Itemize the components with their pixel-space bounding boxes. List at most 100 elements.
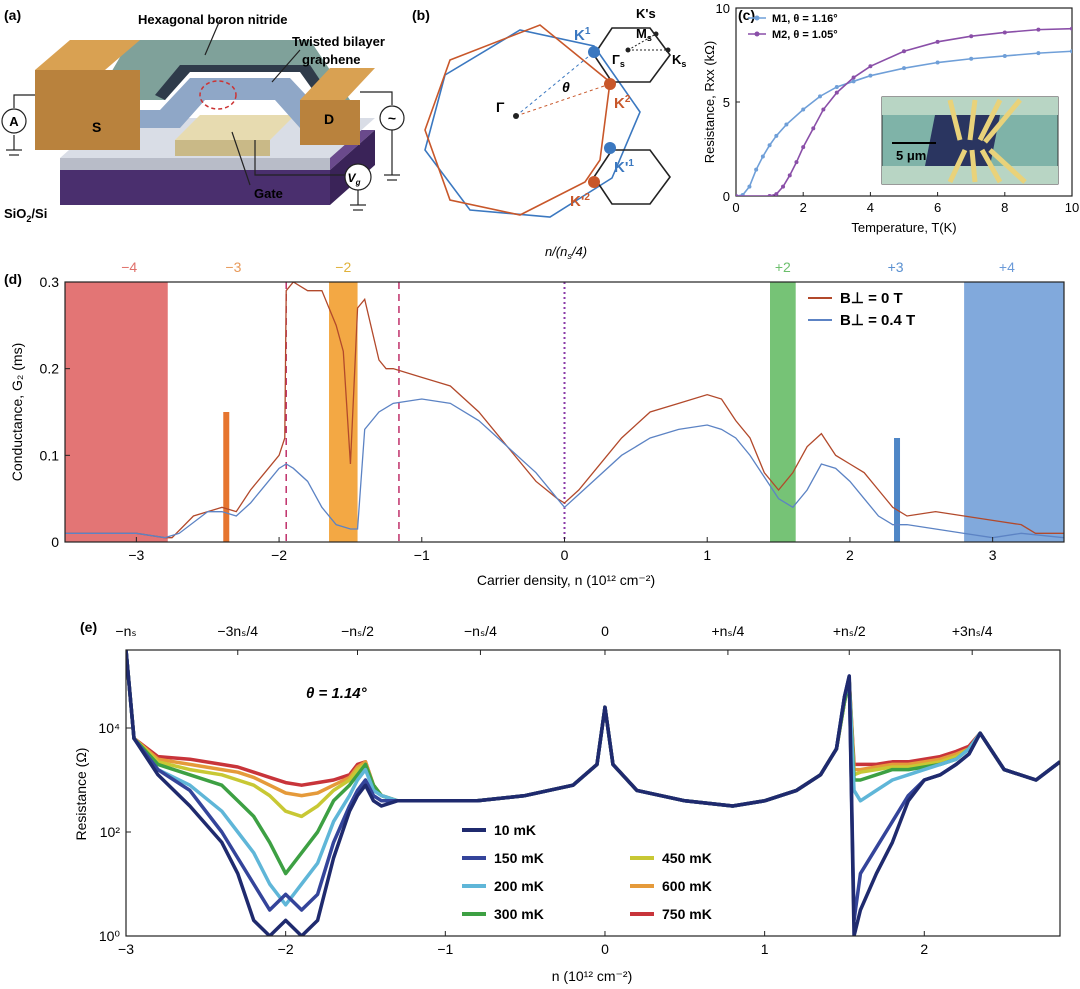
e-legend-label: 200 mK bbox=[494, 878, 544, 894]
ammeter-label: A bbox=[9, 114, 19, 129]
c-data-point bbox=[794, 160, 799, 165]
e-top-tick-label: −nₛ/2 bbox=[341, 623, 374, 639]
inset-band-bottom bbox=[882, 166, 1058, 184]
plot-c-ylabel: Resistance, Rxx (kΩ) bbox=[702, 41, 717, 163]
d-legend-label: B⊥ = 0.4 T bbox=[840, 312, 915, 329]
gate-voltage-symbol: Vg bbox=[344, 163, 372, 191]
e-xtick-label: 0 bbox=[601, 941, 609, 957]
e-top-tick-label: −nₛ/4 bbox=[464, 623, 497, 639]
source-top bbox=[35, 40, 140, 70]
plot-c-series bbox=[736, 26, 1072, 196]
d-ytick-label: 0 bbox=[51, 534, 59, 550]
e-series-line-1 bbox=[126, 650, 1060, 936]
e-ytick-label: 10⁰ bbox=[99, 928, 121, 944]
e-top-tick-label: +nₛ/2 bbox=[833, 623, 866, 639]
d-ytick-label: 0.2 bbox=[40, 361, 60, 377]
brillouin-zone-layer-1 bbox=[424, 29, 641, 218]
c-data-point bbox=[868, 64, 873, 69]
d-marker-bar bbox=[894, 438, 901, 542]
d-xtick-label: 1 bbox=[703, 547, 711, 563]
ks-label: Ks bbox=[672, 52, 686, 69]
e-top-tick-label: −3nₛ/4 bbox=[217, 623, 258, 639]
c-data-point bbox=[787, 173, 792, 178]
panel-a-letter: (a) bbox=[4, 7, 21, 23]
brillouin-zone-layer-2 bbox=[424, 24, 611, 216]
k1-point bbox=[588, 46, 600, 58]
c-data-point bbox=[774, 133, 779, 138]
plot-d-series bbox=[65, 282, 1064, 539]
inset-electrodes bbox=[947, 98, 1027, 184]
c-data-point bbox=[801, 145, 806, 150]
plot-d-top-axis: −4 −3 −2 +2 +3 +4 bbox=[121, 259, 1015, 275]
oxide-front bbox=[60, 158, 330, 170]
drain-top bbox=[300, 68, 375, 100]
panel-d: (d) −3 −2 −1 0 1 2 3 0 0.1 0.2 0.3 −4 −3 −2 +2 +3 +4 n/… bbox=[4, 244, 1065, 588]
graphene-bilayer bbox=[155, 65, 330, 100]
c-xtick-label: 4 bbox=[867, 200, 874, 215]
c-data-point bbox=[774, 192, 779, 196]
c-xtick-label: 2 bbox=[800, 200, 807, 215]
plot-e-annotation: θ = 1.14° bbox=[306, 685, 368, 702]
plot-d-top-axis-label: n/(ns/4) bbox=[545, 244, 587, 261]
tbg-label-1: Twisted bilayer bbox=[292, 34, 385, 49]
kp1-label: K'1 bbox=[614, 158, 634, 176]
d-xtick-label: −1 bbox=[414, 547, 430, 563]
d-top-tick-label: +3 bbox=[888, 259, 904, 275]
e-xtick-label: 2 bbox=[920, 941, 928, 957]
d-top-tick-label: +2 bbox=[775, 259, 791, 275]
c-data-point bbox=[1036, 27, 1041, 32]
panel-b: (b) Γ θ K1 K2 K'1 K'2 K's Ms Γs Ks bbox=[412, 6, 686, 218]
d-series-line-1 bbox=[65, 282, 1064, 539]
plot-c-inset-micrograph: 5 μm bbox=[881, 96, 1059, 185]
e-top-tick-label: −nₛ bbox=[115, 623, 136, 639]
c-data-point bbox=[851, 79, 856, 84]
drain-label: D bbox=[324, 111, 334, 127]
k2-label: K2 bbox=[614, 94, 631, 112]
c-data-point bbox=[868, 73, 873, 78]
k2-point bbox=[604, 78, 616, 90]
d-marker-bar bbox=[223, 412, 230, 542]
c-ytick-label: 5 bbox=[723, 95, 730, 110]
tbg-label-2: graphene bbox=[302, 52, 361, 67]
ms-point bbox=[653, 31, 659, 37]
k1-label: K1 bbox=[574, 26, 591, 44]
e-top-tick-label: +3nₛ/4 bbox=[952, 623, 993, 639]
gamma-point bbox=[513, 113, 519, 119]
moire-zone-upper bbox=[593, 27, 671, 83]
c-data-point bbox=[1070, 49, 1072, 54]
inset-scale-label: 5 μm bbox=[896, 148, 926, 163]
e-legend-label: 750 mK bbox=[662, 906, 712, 922]
e-xtick-label: 1 bbox=[761, 941, 769, 957]
gamma-k2-line bbox=[515, 83, 611, 117]
plot-d-legend: B⊥ = 0 T B⊥ = 0.4 T bbox=[808, 290, 915, 329]
plot-e-top-axis: −nₛ −3nₛ/4 −nₛ/2 −nₛ/4 0 +nₛ/4 +nₛ/2 +3nₛ/4 bbox=[115, 623, 993, 655]
ac-source-symbol: ~ bbox=[379, 105, 405, 131]
source-label: S bbox=[92, 119, 101, 135]
panel-c: (c) 0 2 4 6 8 10 0 5 10 M1, θ = 1.16° M2, θ = 1.0… bbox=[702, 1, 1079, 235]
drain-contact bbox=[300, 100, 360, 145]
inset-band-top bbox=[882, 97, 1058, 115]
d-xtick-label: 0 bbox=[561, 547, 569, 563]
d-series-line-2 bbox=[65, 398, 1064, 539]
d-top-tick-label: +4 bbox=[999, 259, 1015, 275]
panel-c-letter: (c) bbox=[738, 7, 755, 23]
c-legend-marker bbox=[754, 15, 760, 21]
c-data-point bbox=[1002, 53, 1007, 58]
c-data-point bbox=[902, 49, 906, 54]
plot-e-series bbox=[126, 650, 1060, 936]
c-data-point bbox=[1070, 26, 1072, 31]
plot-c-xlabel: Temperature, T(K) bbox=[851, 220, 956, 235]
d-ytick-label: 0.3 bbox=[40, 274, 60, 290]
c-data-point bbox=[818, 94, 822, 99]
c-xtick-label: 8 bbox=[1001, 200, 1008, 215]
substrate-front bbox=[60, 170, 330, 205]
c-data-point bbox=[969, 34, 974, 39]
gate-top bbox=[175, 115, 295, 140]
e-top-tick-label: +nₛ/4 bbox=[711, 623, 744, 639]
c-ytick-label: 0 bbox=[723, 189, 730, 204]
d-top-tick-label: −3 bbox=[225, 259, 241, 275]
c-legend-marker bbox=[754, 31, 760, 37]
plot-d-ylabel: Conductance, G₂ (ms) bbox=[9, 343, 25, 481]
substrate-label: SiO2/Si bbox=[4, 206, 47, 224]
e-xtick-label: −2 bbox=[278, 941, 294, 957]
